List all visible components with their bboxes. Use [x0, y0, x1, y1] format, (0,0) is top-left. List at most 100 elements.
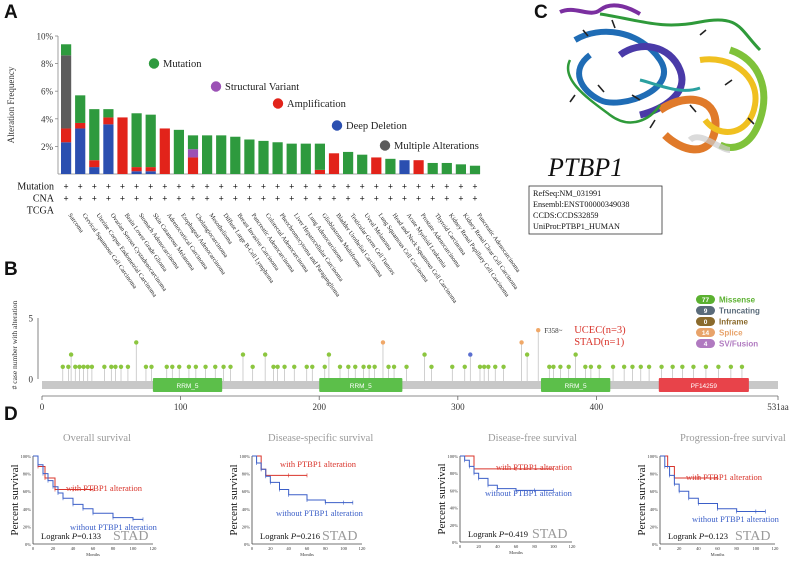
- lollipop-head: [670, 364, 675, 369]
- lollipop-head: [109, 364, 114, 369]
- km-x-tick: 60: [91, 546, 96, 551]
- lollipop-head: [739, 364, 745, 369]
- bar-segment-mutation: [343, 151, 354, 174]
- bar-segment-mutation: [427, 162, 438, 174]
- row-label: TCGA: [27, 206, 55, 217]
- km-plot: Disease-free survival 0% 20% 40% 60% 80% 100% 0…: [436, 433, 577, 555]
- lollipop-legend-badge: [696, 317, 715, 326]
- row-marker: +: [64, 194, 69, 204]
- row-marker: +: [233, 194, 238, 204]
- km-x-tick: 0: [659, 546, 662, 551]
- y-tick-label: 10%: [37, 32, 54, 42]
- lollipop-head: [118, 364, 124, 369]
- lollipop-head: [477, 364, 483, 369]
- row-marker: +: [64, 182, 69, 192]
- lollipop-head: [493, 364, 498, 369]
- km-cohort: STAD: [735, 529, 770, 544]
- km-x-tick: 80: [532, 544, 537, 549]
- gene-info-box: [528, 185, 663, 235]
- row-marker: +: [120, 194, 125, 204]
- lollipop-head: [73, 364, 78, 369]
- lollipop-head: [66, 364, 71, 369]
- row-marker: +: [120, 182, 125, 192]
- lollipop-legend-label: SV/Fusion: [719, 340, 758, 349]
- bar-segment-deep-deletion: [399, 160, 410, 174]
- km-y-tick: 80%: [23, 472, 32, 477]
- category-label: Kidney Renal Papillary Cell Carcinoma: [447, 212, 510, 298]
- km-x-tick: 80: [111, 546, 116, 551]
- row-marker: +: [134, 182, 139, 192]
- lollipop-legend-label: Splice: [719, 329, 743, 338]
- row-marker: +: [430, 182, 435, 192]
- lollipop-x-tick-label: 300: [451, 402, 465, 412]
- km-plot: Disease-specific survival 0% 20% 40% 60% 80% 1…: [228, 433, 373, 557]
- row-marker: +: [190, 194, 195, 204]
- km-y-tick: 40%: [242, 507, 251, 512]
- row-marker: +: [360, 182, 365, 192]
- lollipop-head: [566, 364, 571, 369]
- bar-segment-mutation: [286, 143, 297, 174]
- lollipop-head: [716, 364, 721, 369]
- km-label-without: without PTBP1 alteration: [692, 514, 780, 524]
- km-y-tick: 40%: [23, 507, 32, 512]
- lollipop-legend-label: Missense: [719, 296, 756, 305]
- km-y-tick: 100%: [648, 454, 659, 459]
- lollipop-head: [583, 364, 588, 369]
- lollipop-head: [728, 364, 734, 369]
- km-x-tick: 60: [305, 546, 310, 551]
- lollipop-head: [170, 364, 175, 369]
- km-y-tick: 80%: [242, 472, 251, 477]
- row-marker: +: [205, 194, 210, 204]
- lollipop-head: [240, 352, 246, 357]
- row-marker: +: [92, 182, 97, 192]
- bar-segment-amplification: [117, 117, 128, 174]
- lollipop-head: [89, 364, 95, 369]
- legend-swatch: [210, 81, 222, 92]
- lollipop-head: [573, 352, 578, 357]
- row-marker: +: [106, 194, 111, 204]
- row-marker: +: [261, 194, 266, 204]
- km-label-without: without PTBP1 alteration: [276, 508, 364, 518]
- row-marker: +: [289, 182, 294, 192]
- km-y-label: Percent survival: [436, 463, 448, 534]
- bar-segment-deep-deletion: [61, 142, 72, 174]
- km-x-tick: 40: [71, 546, 76, 551]
- km-x-tick: 0: [32, 546, 35, 551]
- lollipop-head: [102, 364, 107, 369]
- km-label-with: with PTBP1 alteration: [280, 459, 357, 469]
- km-x-tick: 20: [677, 546, 682, 551]
- row-marker: +: [148, 194, 153, 204]
- gene-ensembl: Ensembl:ENST00000349038: [533, 200, 629, 209]
- row-marker: +: [134, 194, 139, 204]
- km-x-tick: 80: [323, 546, 328, 551]
- bar-segment-amplification: [89, 160, 100, 168]
- bar-segment-amplification: [145, 167, 156, 172]
- row-marker: +: [219, 182, 224, 192]
- lollipop-head: [271, 364, 276, 369]
- km-curve-without-alteration: [660, 455, 766, 512]
- legend-label: Structural Variant: [225, 82, 299, 93]
- lollipop-head: [250, 364, 255, 369]
- lollipop-legend-count: 14: [702, 330, 710, 337]
- bar-segment-mutation: [469, 165, 481, 174]
- km-y-tick: 80%: [650, 472, 659, 477]
- bar-segment-mutation: [89, 109, 100, 161]
- row-marker: +: [416, 182, 421, 192]
- lollipop-head: [337, 364, 343, 369]
- domain-label: RRM_5: [565, 383, 587, 390]
- protein-domain: [319, 378, 403, 392]
- row-label: Mutation: [17, 182, 54, 193]
- km-logrank: Logrank P=0.216: [260, 531, 320, 541]
- row-marker: +: [374, 182, 379, 192]
- km-x-tick: 120: [569, 544, 577, 549]
- km-x-tick: 100: [550, 544, 558, 549]
- km-x-tick: 40: [495, 544, 500, 549]
- km-title: Progression-free survival: [680, 433, 786, 444]
- bar-segment-deep-deletion: [145, 171, 156, 174]
- lollipop-head: [326, 352, 332, 357]
- km-x-tick: 60: [514, 544, 519, 549]
- km-x-tick: 100: [130, 546, 138, 551]
- km-y-tick: 40%: [650, 507, 659, 512]
- row-marker: +: [458, 182, 463, 192]
